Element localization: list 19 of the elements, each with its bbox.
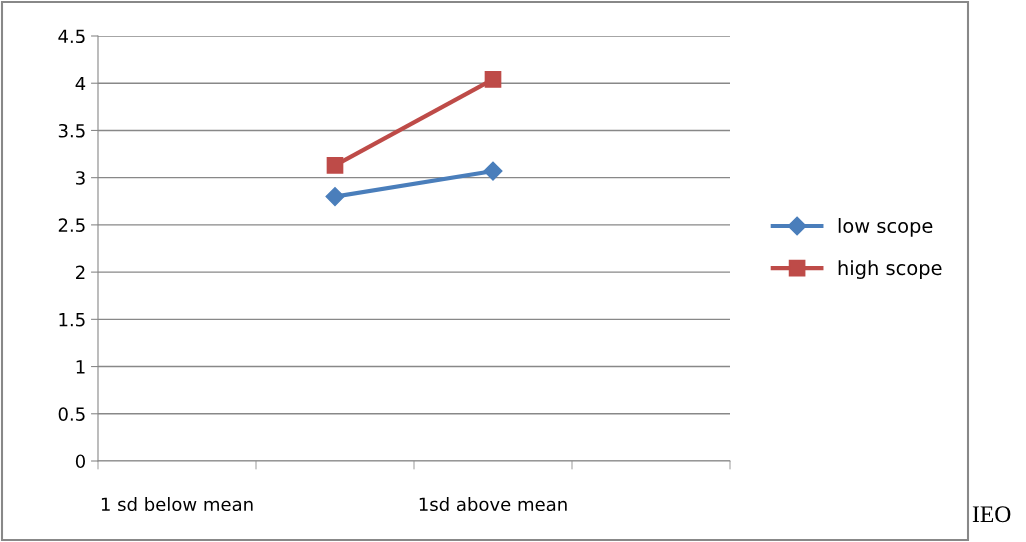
- y-tick-label: 1: [76, 360, 85, 374]
- point: [483, 161, 503, 181]
- y-tick-label: 3: [76, 171, 85, 185]
- y-tick-label: 4.5: [58, 29, 85, 44]
- y-tick-label: 2: [76, 265, 85, 279]
- y-tick-label: 0: [75, 454, 85, 469]
- y-tick-label: 4: [75, 76, 86, 91]
- point: [326, 157, 344, 174]
- legend-label: low scope: [838, 218, 933, 237]
- y-tick-label: 1.5: [59, 313, 85, 327]
- y-tick-label: 3.5: [58, 123, 85, 138]
- point: [325, 187, 345, 207]
- text: IEO: [972, 506, 1011, 523]
- y-tick-label: 0.5: [58, 407, 85, 421]
- point: [484, 71, 502, 88]
- x-tick-label: 1 sd below mean: [101, 497, 253, 512]
- legend-label: high scope: [838, 260, 942, 279]
- x-tick-label: 1sd above mean: [419, 497, 567, 512]
- y-tick-label: 2.5: [58, 218, 85, 233]
